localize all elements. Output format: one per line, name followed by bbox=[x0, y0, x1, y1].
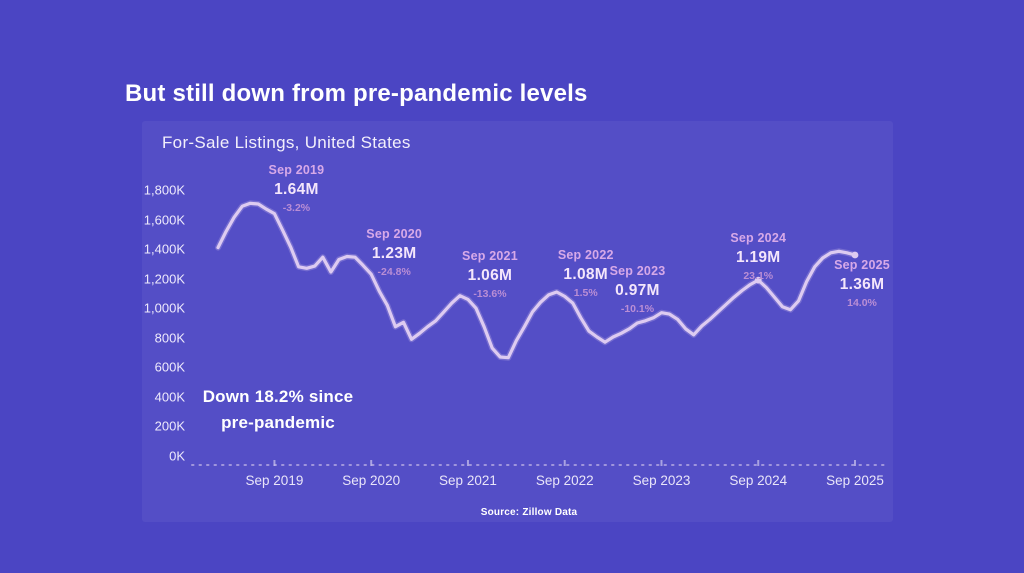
annotation-value: 0.97M bbox=[615, 281, 660, 299]
x-axis-tick-label: Sep 2025 bbox=[826, 473, 884, 488]
annotation-value: 1.64M bbox=[274, 180, 319, 198]
annotation-sep-2019: Sep 2019 1.64M -3.2% bbox=[241, 164, 351, 214]
annotation-value: 1.08M bbox=[563, 265, 609, 283]
chart-panel bbox=[142, 121, 893, 522]
annotation-date: Sep 2021 bbox=[462, 249, 518, 263]
annotation-value: 1.19M bbox=[735, 248, 781, 266]
down-note-line1: Down 18.2% since bbox=[202, 387, 354, 406]
annotation-pct-change: -13.6% bbox=[473, 288, 507, 300]
annotation-sep-2022: Sep 2022 1.08M 1.5% bbox=[531, 249, 641, 299]
annotation-value: 1.23M bbox=[371, 244, 417, 262]
annotation-value: 1.06M bbox=[467, 266, 513, 284]
y-axis-tick-label: 400K bbox=[154, 389, 185, 405]
data-point-marker bbox=[754, 276, 762, 284]
x-axis-tick-label: Sep 2022 bbox=[535, 473, 594, 488]
annotation-pct-change: 1.5% bbox=[573, 287, 598, 299]
x-axis-tick-label: Sep 2021 bbox=[439, 473, 497, 488]
y-axis-tick-label: 0K bbox=[169, 448, 185, 464]
annotation-date: Sep 2024 bbox=[730, 231, 787, 245]
annotation-sep-2023: Sep 2023 0.97M -10.1% bbox=[582, 265, 692, 315]
annotation-pct-change: -10.1% bbox=[620, 303, 655, 315]
annotation-sep-2021: Sep 2021 1.06M -13.6% bbox=[435, 250, 545, 300]
annotation-value: 1.36M bbox=[839, 275, 885, 293]
annotation-sep-2025: Sep 2025 1.36M 14.0% bbox=[807, 259, 917, 309]
annotation-pct-change: 23.1% bbox=[743, 270, 774, 282]
x-axis-tick-label: Sep 2024 bbox=[729, 473, 788, 488]
listings-line bbox=[216, 201, 857, 360]
data-point-marker bbox=[851, 251, 859, 259]
annotation-date: Sep 2020 bbox=[366, 227, 423, 241]
annotation-pct-change: -3.2% bbox=[282, 202, 311, 214]
down-since-prepandemic-note: Down 18.2% since pre-pandemic bbox=[200, 384, 356, 436]
chart-title: For-Sale Listings, United States bbox=[162, 133, 411, 152]
x-axis-tick-label: Sep 2020 bbox=[342, 473, 401, 488]
y-axis-tick-label: 1,800K bbox=[143, 182, 185, 198]
annotation-date: Sep 2025 bbox=[834, 258, 890, 272]
down-note-line2: pre-pandemic bbox=[221, 413, 335, 432]
y-axis-tick-label: 800K bbox=[154, 330, 185, 346]
annotation-date: Sep 2023 bbox=[609, 264, 666, 278]
y-axis-tick-label: 1,600K bbox=[143, 212, 185, 228]
page-title: But still down from pre-pandemic levels bbox=[125, 80, 588, 107]
source-note: Source: Zillow Data bbox=[480, 507, 578, 518]
y-axis-tick-label: 1,000K bbox=[143, 300, 185, 316]
annotation-sep-2020: Sep 2020 1.23M -24.8% bbox=[339, 228, 449, 278]
annotation-sep-2024: Sep 2024 1.19M 23.1% bbox=[703, 232, 813, 282]
annotation-date: Sep 2019 bbox=[268, 163, 325, 177]
x-axis-tick-label: Sep 2023 bbox=[632, 473, 691, 488]
annotation-date: Sep 2022 bbox=[557, 248, 614, 262]
y-axis-tick-label: 1,400K bbox=[143, 241, 185, 257]
annotation-pct-change: -24.8% bbox=[377, 266, 411, 278]
annotation-pct-change: 14.0% bbox=[847, 297, 877, 309]
y-axis-tick-label: 200K bbox=[154, 418, 185, 434]
x-axis-tick-label: Sep 2019 bbox=[245, 473, 304, 488]
y-axis-tick-label: 1,200K bbox=[143, 271, 185, 287]
y-axis-tick-label: 600K bbox=[154, 359, 185, 375]
